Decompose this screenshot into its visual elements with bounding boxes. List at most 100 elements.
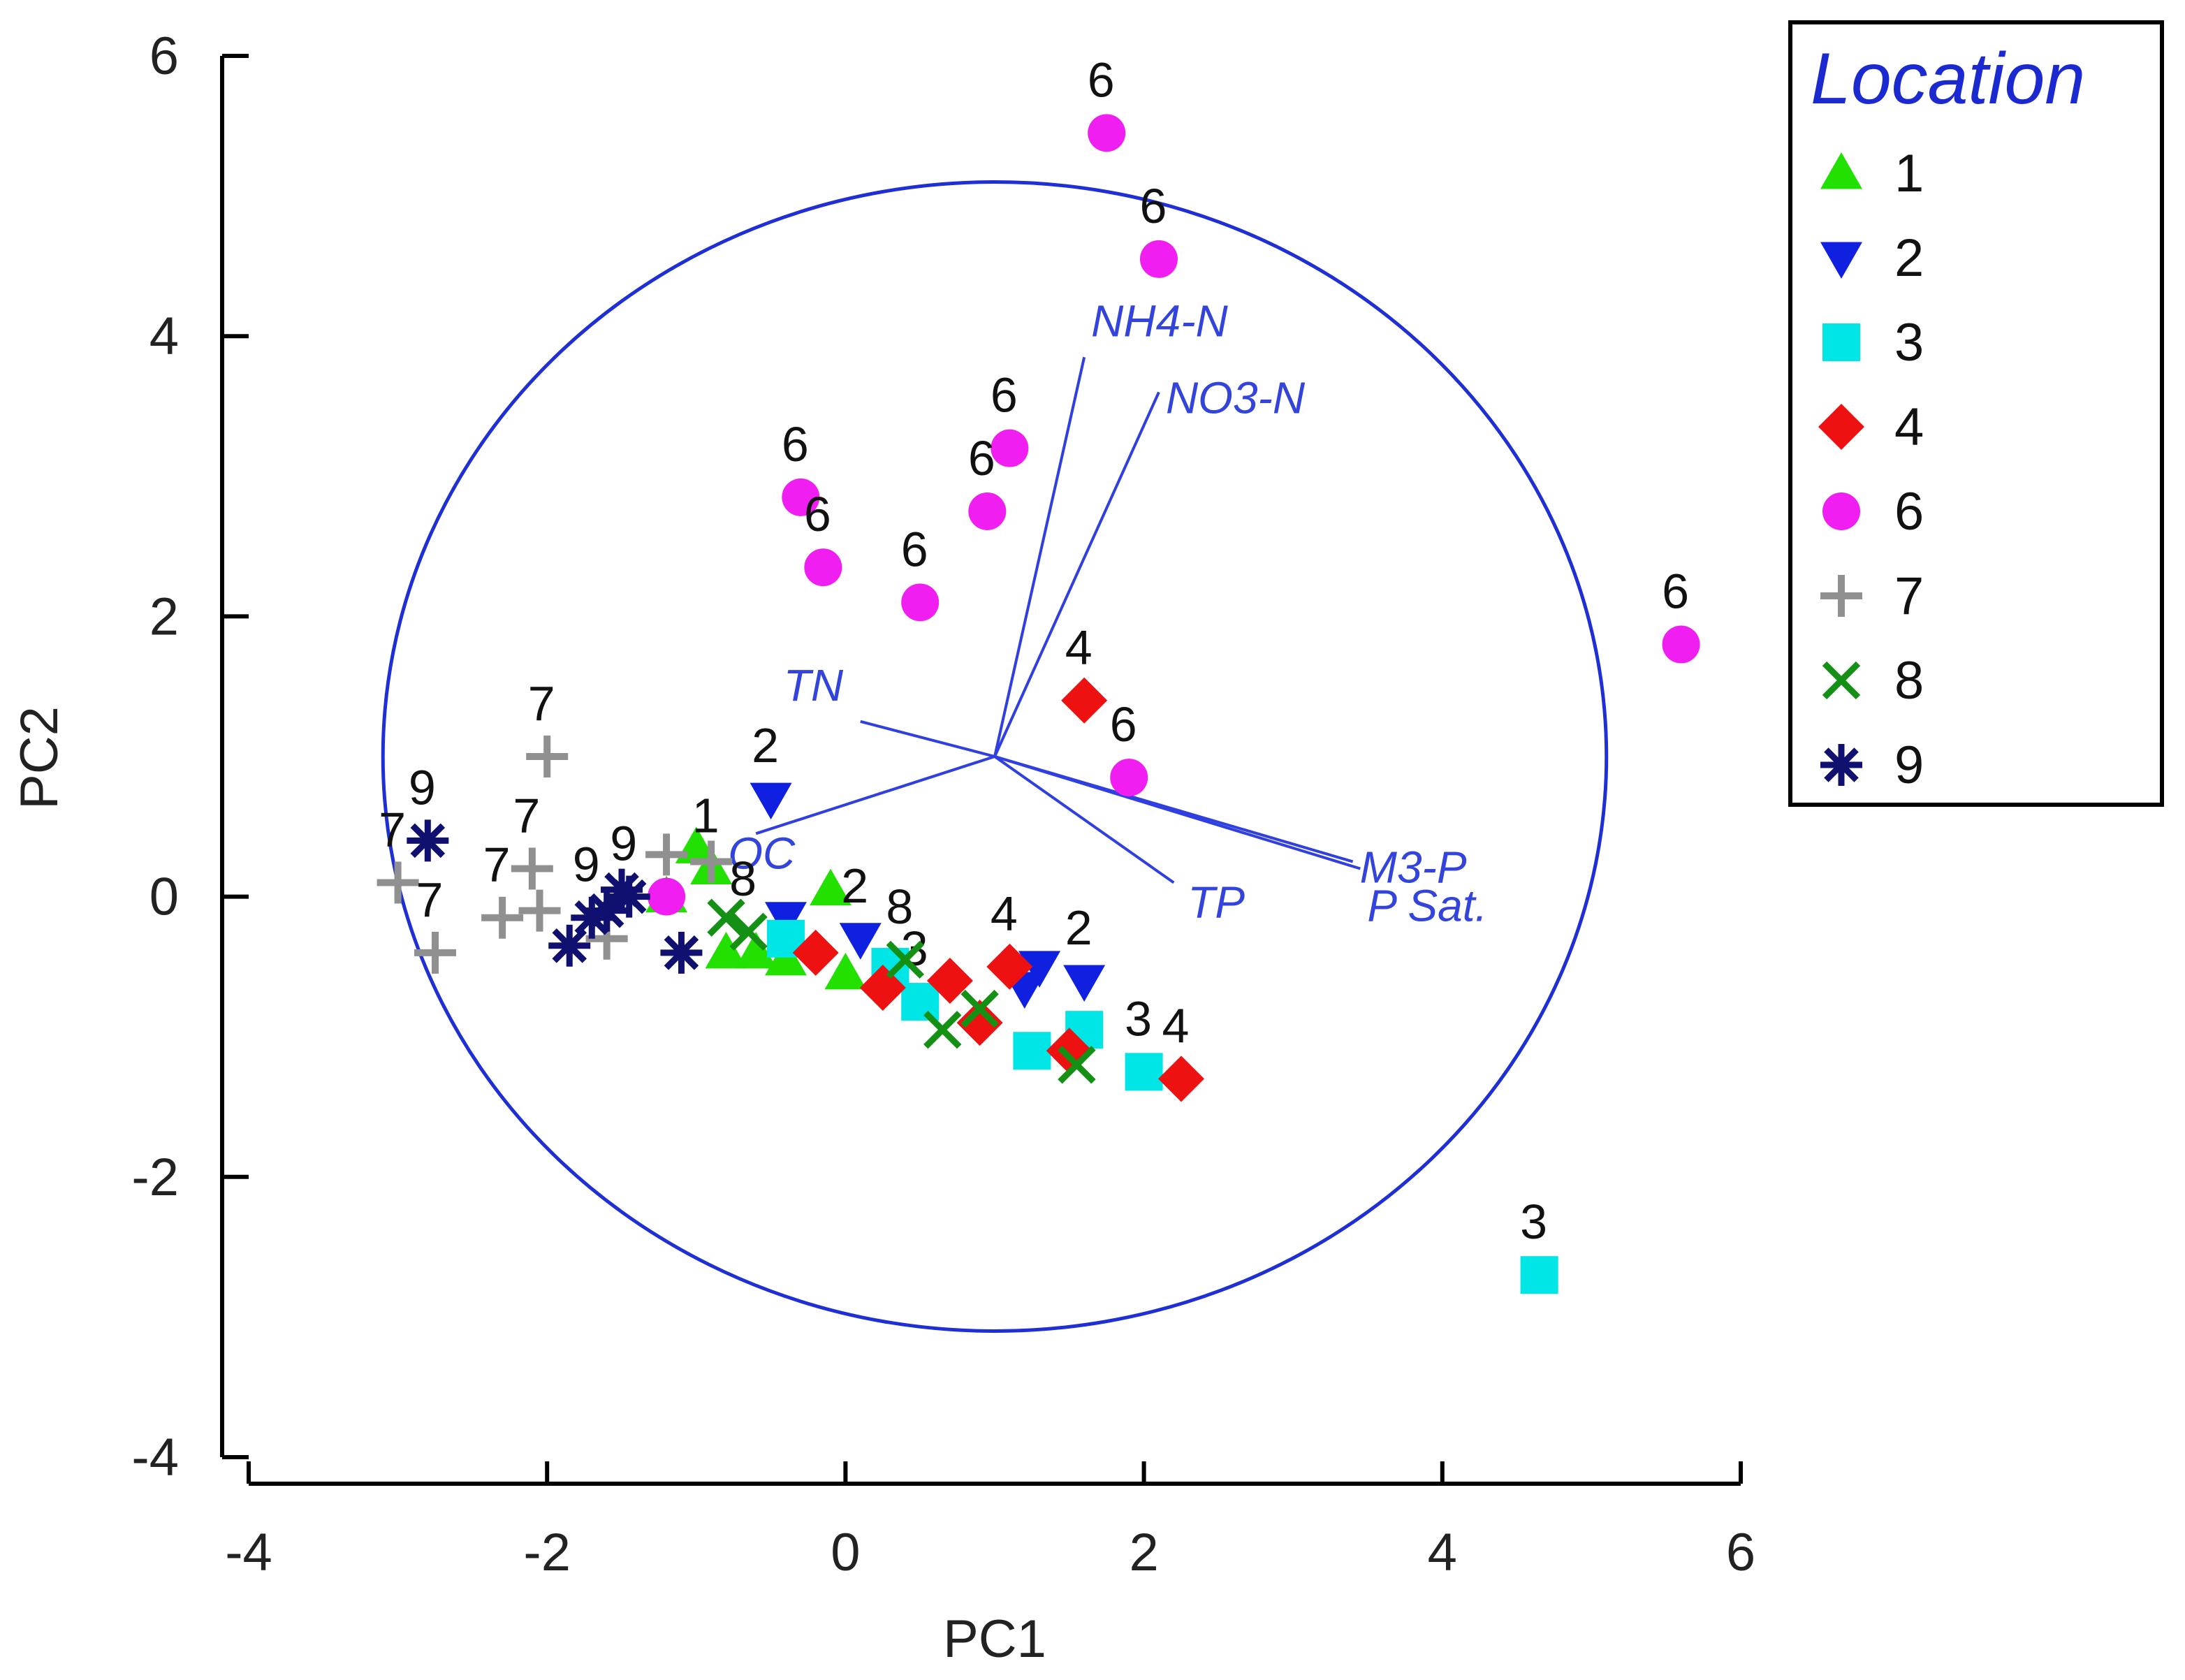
point-marker <box>660 931 703 974</box>
point-marker <box>571 896 613 939</box>
point-marker <box>956 1000 1003 1046</box>
point-marker <box>991 429 1029 467</box>
point-marker <box>585 889 628 932</box>
point-marker <box>1822 492 1860 530</box>
x-axis-title: PC1 <box>943 1609 1046 1669</box>
y-tick-label: 6 <box>149 27 179 86</box>
point-label: 8 <box>729 852 757 906</box>
x-tick-label: -2 <box>523 1523 571 1582</box>
point-label: 6 <box>804 487 831 541</box>
legend-label: 3 <box>1894 313 1924 372</box>
loading-label: P Sat. <box>1367 880 1487 930</box>
point-label: 6 <box>782 417 809 472</box>
point-marker <box>1058 1046 1096 1084</box>
point-marker <box>839 923 882 960</box>
point-marker <box>901 583 940 622</box>
legend-box <box>1788 20 2164 807</box>
point-label: 2 <box>841 859 868 913</box>
point-marker <box>859 964 906 1011</box>
loading-label: OC <box>728 828 796 878</box>
point-marker <box>707 898 745 937</box>
loading-label: NH4-N <box>1091 295 1228 346</box>
point-label: 7 <box>483 838 511 892</box>
point-marker <box>1820 242 1862 279</box>
loading-label: NO3-N <box>1166 372 1306 423</box>
point-label: 9 <box>409 760 436 815</box>
point-marker <box>968 492 1007 530</box>
legend-label: 9 <box>1894 736 1924 795</box>
legend-label: 1 <box>1894 144 1924 203</box>
series-4: 4 4 4 <box>792 620 1204 1102</box>
x-tick-label: 0 <box>831 1523 860 1582</box>
y-tick-label: -4 <box>131 1428 179 1487</box>
point-marker <box>1822 323 1860 361</box>
y-tick-label: -2 <box>131 1148 179 1207</box>
point-marker <box>824 952 867 990</box>
x-tick-label: 6 <box>1726 1523 1755 1582</box>
loading-vectors-layer: NH4-N NO3-N TN TP M3-PP Sat. OC <box>728 295 1487 930</box>
legend-title: Location <box>1811 38 2085 119</box>
legend-item-3: 3 <box>1822 313 1924 372</box>
point-marker <box>414 931 456 974</box>
legend-label: 7 <box>1894 567 1924 626</box>
point-label: 6 <box>991 368 1018 423</box>
legend-label: 2 <box>1894 228 1924 288</box>
point-marker <box>1139 240 1178 278</box>
point-marker <box>960 989 999 1028</box>
legend-label: 6 <box>1894 482 1924 541</box>
point-marker <box>729 912 768 951</box>
point-marker <box>923 1010 962 1049</box>
point-label: 7 <box>379 803 406 857</box>
point-label: 4 <box>1065 620 1092 675</box>
loading-vector <box>994 755 1361 870</box>
point-label: 2 <box>1065 900 1092 955</box>
point-label: 3 <box>1125 991 1152 1046</box>
point-marker <box>926 957 973 1004</box>
x-tick-label: 2 <box>1129 1523 1158 1582</box>
x-tick-label: 4 <box>1428 1523 1457 1582</box>
loading-label: TN <box>784 660 844 710</box>
legend-label: 4 <box>1894 397 1924 457</box>
point-label: 1 <box>692 788 719 842</box>
point-label: 9 <box>610 817 637 871</box>
legend-label: 8 <box>1894 651 1924 710</box>
point-label: 6 <box>1662 564 1689 619</box>
series-3: 333 <box>766 919 1558 1294</box>
point-marker <box>886 940 925 979</box>
point-marker <box>526 736 569 777</box>
point-marker <box>1158 1056 1204 1102</box>
point-label: 8 <box>886 879 913 934</box>
point-label: 6 <box>1110 697 1137 752</box>
point-marker <box>1820 744 1862 786</box>
point-marker <box>1013 1032 1051 1070</box>
point-marker <box>1125 1053 1163 1091</box>
y-axis-title: PC2 <box>10 706 69 810</box>
point-marker <box>690 840 733 883</box>
point-marker <box>1063 965 1106 1002</box>
point-label: 7 <box>513 788 540 842</box>
x-tick-label: -4 <box>225 1523 272 1582</box>
point-label: 4 <box>991 886 1018 941</box>
legend: Location 1 2 3 4 6 7 8 9 <box>1788 20 2164 807</box>
point-label: 7 <box>416 872 444 927</box>
legend-item-1: 1 <box>1820 144 1924 203</box>
point-marker <box>1662 625 1700 664</box>
y-tick-label: 4 <box>149 307 179 366</box>
point-marker <box>1820 152 1862 189</box>
loading-vector <box>860 720 995 758</box>
legend-item-2: 2 <box>1820 228 1924 288</box>
point-marker <box>548 924 591 967</box>
point-marker <box>792 929 839 976</box>
legend-item-9: 9 <box>1820 736 1924 795</box>
loading-label: TP <box>1188 877 1245 928</box>
loading-vector <box>755 755 995 835</box>
point-marker <box>645 833 688 876</box>
point-marker <box>648 877 686 916</box>
point-marker <box>377 861 419 904</box>
correlation-circle <box>381 180 1609 1333</box>
point-marker <box>901 983 940 1021</box>
point-marker <box>1822 661 1861 700</box>
point-marker <box>1018 951 1061 988</box>
